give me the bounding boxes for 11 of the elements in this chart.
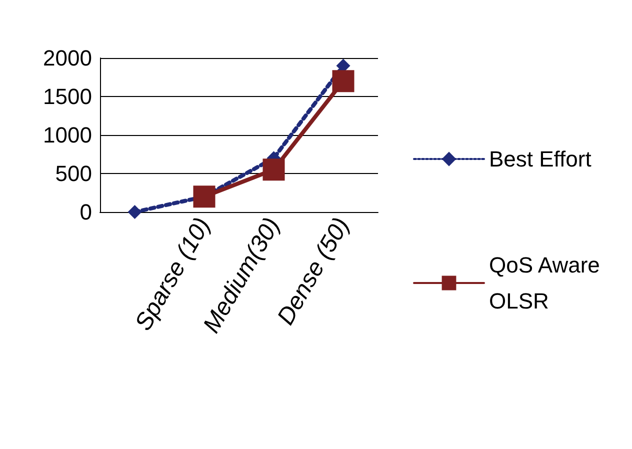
y-tick-label: 1000 bbox=[43, 122, 92, 148]
legend-label: Best Effort bbox=[489, 146, 592, 172]
point bbox=[193, 186, 216, 208]
point bbox=[262, 158, 285, 181]
y-tick-label: 1500 bbox=[43, 84, 92, 109]
y-tick-label: 0 bbox=[80, 200, 92, 224]
y-tick-label: 2000 bbox=[43, 46, 92, 70]
y-tick-label: 500 bbox=[55, 161, 92, 186]
point bbox=[332, 70, 354, 92]
point bbox=[128, 205, 142, 219]
legend-label: QoS Aware OLSR bbox=[489, 252, 606, 314]
